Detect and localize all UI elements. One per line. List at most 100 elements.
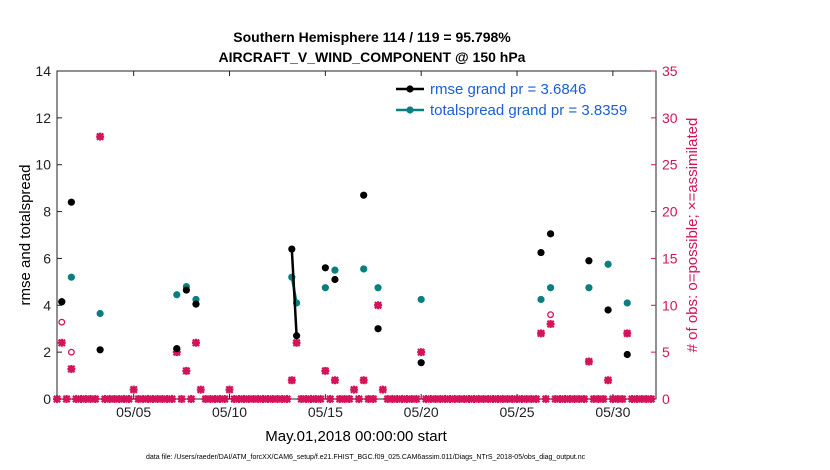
rmse-point <box>604 306 612 314</box>
obs-zero-marker <box>187 395 196 403</box>
y-left-tick-label: 10 <box>35 157 51 173</box>
obs-assimilated-marker <box>96 132 105 141</box>
obs-zero-marker <box>206 395 215 403</box>
obs-zero-marker <box>326 395 335 403</box>
rmse-point <box>374 325 382 333</box>
obs-zero-marker <box>91 395 100 403</box>
obs-zero-marker <box>211 395 220 403</box>
spread-point <box>623 299 631 307</box>
rmse-series <box>58 191 631 367</box>
obs-assimilated-marker <box>292 338 301 347</box>
obs-zero-series <box>53 395 656 403</box>
obs-zero-marker <box>100 395 109 403</box>
obs-zero-marker <box>383 395 392 403</box>
rmse-line <box>290 248 298 336</box>
rmse-point <box>331 275 339 284</box>
plot-frame <box>56 70 657 400</box>
obs-zero-marker <box>580 395 589 403</box>
obs-assimilated-marker <box>225 385 234 394</box>
obs-zero-marker <box>508 395 517 403</box>
obs-assimilated-marker <box>196 385 205 394</box>
obs-zero-marker <box>637 395 646 403</box>
obs-zero-marker <box>53 395 61 403</box>
obs-zero-marker <box>589 395 598 403</box>
obs-zero-marker <box>632 395 641 403</box>
obs-zero-marker <box>527 395 536 403</box>
obs-zero-marker <box>441 395 450 403</box>
obs-zero-marker <box>302 395 311 403</box>
spread-point <box>546 284 555 292</box>
obs-zero-marker <box>388 395 397 403</box>
y-left-tick-label: 8 <box>43 204 51 220</box>
obs-zero-marker <box>398 395 407 403</box>
x-axis: 05/05 05/10 05/15 05/20 05/25 05/30 <box>116 71 631 420</box>
obs-zero-marker <box>431 395 440 403</box>
y-right-tick-label: 25 <box>662 157 678 173</box>
obs-zero-marker <box>369 395 378 403</box>
obs-zero-marker <box>297 395 306 403</box>
rmse-point <box>182 286 190 294</box>
chart-subtitle: AIRCRAFT_V_WIND_COMPONENT @ 150 hPa <box>219 49 526 65</box>
obs-zero-marker <box>311 395 320 403</box>
obs-zero-marker <box>575 395 584 403</box>
totalspread-series <box>58 260 631 318</box>
obs-zero-marker <box>393 395 402 403</box>
y-left-tick-label: 14 <box>35 63 51 79</box>
spread-point <box>67 273 75 281</box>
spread-point <box>96 309 104 318</box>
obs-assimilated-marker <box>287 376 296 385</box>
footnote: data file: /Users/raeder/DAI/ATM_forcXX/… <box>146 454 586 461</box>
legend-rmse-label: rmse grand pr = 3.6846 <box>430 81 586 98</box>
obs-zero-marker <box>144 395 153 403</box>
obs-zero-marker <box>76 395 85 403</box>
obs-zero-marker <box>421 395 430 403</box>
obs-zero-marker <box>283 395 292 403</box>
rmse-point <box>58 298 66 306</box>
obs-zero-marker <box>498 395 507 403</box>
obs-zero-marker <box>163 395 172 403</box>
obs-zero-marker <box>340 395 349 403</box>
obs-assimilated-marker <box>191 338 200 347</box>
obs-zero-marker <box>407 395 416 403</box>
obs-zero-marker <box>517 395 526 403</box>
obs-zero-marker <box>460 395 469 403</box>
obs-zero-marker <box>139 395 148 403</box>
obs-zero-marker <box>115 395 124 403</box>
obs-zero-marker <box>81 395 90 403</box>
obs-zero-marker <box>263 395 272 403</box>
rmse-point <box>293 332 301 340</box>
rmse-point <box>192 300 200 308</box>
rmse-point <box>67 198 75 206</box>
obs-zero-marker <box>608 395 617 403</box>
obs-zero-marker <box>493 395 502 403</box>
obs-zero-marker <box>220 395 229 403</box>
rmse-point <box>173 345 181 353</box>
rmse-point <box>623 350 631 359</box>
obs-zero-marker <box>254 395 263 403</box>
spread-point <box>173 291 181 299</box>
obs-zero-marker <box>153 395 162 403</box>
obs-zero-marker <box>479 395 488 403</box>
legend-rmse-marker <box>406 85 414 93</box>
rmse-point <box>585 257 593 265</box>
obs-zero-marker <box>244 395 253 403</box>
obs-zero-marker <box>469 395 478 403</box>
x-tick-label: 05/25 <box>500 404 535 420</box>
obs-zero-marker <box>532 395 541 403</box>
obs-zero-marker <box>306 395 315 403</box>
obs-zero-marker <box>513 395 522 403</box>
spread-point <box>321 284 329 292</box>
obs-assimilated-marker <box>623 329 632 338</box>
y-left-tick-label: 6 <box>43 250 51 266</box>
obs-zero-marker <box>556 395 565 403</box>
obs-zero-marker <box>259 395 268 403</box>
obs-assimilated-marker <box>417 348 426 357</box>
obs-assimilated-marker <box>129 385 138 394</box>
obs-assimilated-marker <box>57 338 66 347</box>
spread-point <box>604 260 612 268</box>
obs-zero-marker <box>450 395 459 403</box>
rmse-point <box>417 359 425 367</box>
obs-zero-marker <box>278 395 287 403</box>
obs-zero-marker <box>268 395 277 403</box>
spread-point <box>374 284 382 292</box>
